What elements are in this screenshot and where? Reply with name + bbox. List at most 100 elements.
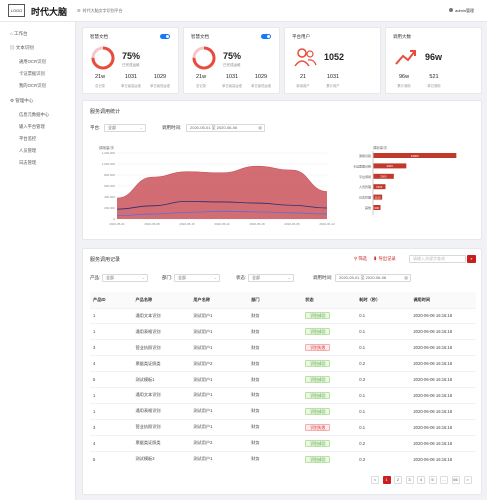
prev-page-button[interactable]: < — [371, 476, 379, 484]
table-row[interactable]: 4 票据类证照类 测试用户2 财务 识别成功 0.2 2020-06-06 16:16:16 — [90, 355, 476, 372]
sidebar-item-ocr[interactable]: ▤ 文本识别 — [10, 45, 34, 51]
table-cell: 2020-06-06 16:16:16 — [410, 434, 476, 452]
date-range-picker[interactable]: 2020-05-01 至 2020-06-06 ▦ — [186, 124, 265, 132]
sidebar-sub-users[interactable]: 人员管理 — [19, 148, 37, 153]
table-row[interactable]: 1 通用文本识别 测试用户1 财务 识别成功 0.1 2020-06-06 16:16:16 — [90, 307, 476, 324]
table-cell: 测试用户1 — [190, 402, 249, 420]
call-time-picker[interactable]: 2020-05-01 至 2020-06-06 ▦ — [335, 274, 411, 282]
panel-title: 服务调用统计 — [90, 109, 121, 115]
page-button[interactable]: 3 — [405, 476, 414, 484]
select-value: 全部 — [252, 275, 260, 280]
card-stat-value: 21w — [94, 74, 106, 81]
page-button[interactable]: 2 — [394, 476, 402, 484]
page-button[interactable]: 5 — [428, 476, 437, 484]
toggle-switch[interactable] — [160, 34, 170, 39]
table-cell: 识别失败 — [302, 418, 357, 436]
table-cell: 测试用户1 — [190, 323, 249, 340]
search-icon: ⌕ — [470, 256, 473, 261]
chevron-down-icon: ⌄ — [213, 275, 217, 280]
status-badge: 识别成功 — [305, 312, 331, 320]
table-cell: 测试用户1 — [190, 371, 249, 388]
table-row[interactable]: 3 营业执照识别 测试用户1 财务 识别失败 0.1 2020-06-06 16:16:16 — [90, 418, 476, 436]
toggle-switch[interactable] — [261, 34, 271, 39]
table-cell: 0.1 — [356, 418, 411, 436]
status-select[interactable]: 全部 ⌄ — [248, 274, 294, 282]
ring-chart-icon — [91, 46, 115, 70]
status-badge: 识别成功 — [305, 439, 331, 447]
table-cell: 1 — [90, 323, 133, 340]
next-page-button[interactable]: > — [463, 476, 472, 484]
sidebar-sub-card-ocr[interactable]: 卡证票据识别 — [19, 71, 45, 76]
platform-select[interactable]: 全部 ⌄ — [104, 124, 146, 132]
settings-icon: ⚙ — [10, 98, 16, 103]
table-row[interactable]: 1 通用表格识别 测试用户1 财务 识别成功 0.1 2020-06-06 16:16:16 — [90, 323, 476, 340]
status-badge: 识别失败 — [305, 344, 331, 352]
column-header: 产品ID — [90, 292, 133, 308]
table-row[interactable]: 5 测试模板1 测试用户1 财务 识别成功 0.3 2020-06-06 16:16:16 — [90, 371, 476, 388]
bar — [373, 163, 407, 169]
bar-value-label: 2500 — [380, 175, 387, 179]
table-cell: 2020-06-06 16:16:16 — [410, 418, 476, 436]
card-stat-value: 521 — [429, 74, 439, 81]
page-button[interactable]: 1 — [382, 476, 391, 484]
card-stat-value: 1031 — [326, 74, 340, 81]
card-stat-value: 1031 — [225, 74, 239, 81]
export-button[interactable]: ⬇ 导出记录 — [373, 256, 396, 262]
table-cell: 识别成功 — [302, 355, 357, 372]
product-label: 产品: — [90, 275, 101, 280]
search-input[interactable]: 请输入关键字查询 — [409, 255, 466, 263]
x-tick-label: 2020-06-12 — [319, 222, 335, 226]
user-menu[interactable]: admin管理 — [449, 8, 474, 14]
trend-up-icon — [395, 50, 416, 65]
table-row[interactable]: 4 票据类证照类 测试用户2 财务 识别成功 0.2 2020-06-06 16:16:16 — [90, 434, 476, 452]
chevron-down-icon: ⌄ — [141, 275, 145, 280]
table-row[interactable]: 3 营业执照识别 测试用户1 财务 识别失败 0.1 2020-06-06 16:16:16 — [90, 339, 476, 356]
table-row[interactable]: 1 通用文本识别 测试用户1 财务 识别成功 0.1 2020-06-06 16:16:16 — [90, 386, 476, 404]
sidebar-item-label: 工作台 — [13, 31, 28, 36]
page-button[interactable]: 66 — [451, 476, 460, 484]
column-header: 部门 — [248, 292, 303, 308]
filter-button[interactable]: ⚲ 筛选 — [354, 256, 367, 262]
department-select[interactable]: 全部 ⌄ — [174, 274, 220, 282]
menu-icon[interactable]: ☰ — [77, 8, 81, 13]
table-row[interactable]: 1 通用表格识别 测试用户1 财务 识别成功 0.1 2020-06-06 16:16:16 — [90, 402, 476, 420]
sidebar-sub-my-ocr[interactable]: 我的OCR识别 — [19, 83, 46, 88]
card-stat-value: 1031 — [124, 74, 138, 81]
product-select[interactable]: 全部 ⌄ — [102, 274, 148, 282]
top-bar: LOGO 时代大脑 ☰ 时代大脑文字识别平台 admin管理 — [0, 0, 487, 22]
sidebar: ⌂ 工作台 ▤ 文本识别 通用OCR识别 卡证票据识别 我的OCR识别 ⚙ 管理… — [0, 22, 76, 500]
stat-card-calls: 调用大数 96w 96w 521 累计调用 单日调用 — [385, 27, 482, 94]
page-button[interactable]: 4 — [417, 476, 425, 484]
records-table: 产品ID 产品名称 用户名称 部门 状态 耗时（秒） 调用时间 1 通用文本识别 测试用户1 财务… — [90, 292, 476, 467]
table-cell: 识别成功 — [302, 307, 357, 324]
status-label: 状态: — [236, 275, 247, 280]
table-cell: 测试用户1 — [190, 450, 249, 467]
status-badge: 识别成功 — [305, 391, 331, 399]
sidebar-item-workbench[interactable]: ⌂ 工作台 — [10, 31, 27, 37]
sidebar-sub-monitor[interactable]: 平台监控 — [19, 136, 37, 141]
y-unit-label: 调用量/次 — [373, 145, 388, 150]
sidebar-sub-logs[interactable]: 日志管理 — [19, 160, 37, 165]
page-button[interactable]: … — [440, 476, 448, 484]
table-row[interactable]: 5 测试模板2 测试用户1 财务 识别成功 0.3 2020-06-06 16:16:16 — [90, 450, 476, 467]
x-tick-label: 2020-05-15 — [179, 222, 195, 226]
card-stat-value: 1029 — [153, 74, 167, 81]
table-cell: 2020-06-06 16:16:16 — [410, 307, 476, 324]
table-cell: 5 — [90, 371, 133, 388]
search-button[interactable]: ⌕ — [467, 255, 476, 263]
column-header: 调用时间 — [410, 292, 476, 308]
series-line — [116, 200, 328, 210]
ring-chart-icon — [192, 46, 216, 70]
table-cell: 识别失败 — [302, 339, 357, 356]
table-cell: 测试模板2 — [132, 450, 191, 467]
table-cell: 3 — [90, 418, 133, 436]
chevron-down-icon: ⌄ — [139, 125, 143, 130]
status-badge: 识别成功 — [305, 455, 331, 463]
sidebar-sub-general-ocr[interactable]: 通用OCR识别 — [19, 59, 46, 64]
records-panel: 服务调用记录 ⚲ 筛选 ⬇ 导出记录 请输入关键字查询 ⌕ 产品: 全部 ⌄ 部门… — [82, 248, 482, 495]
sidebar-item-admin[interactable]: ⚙ 管理中心 — [10, 98, 33, 104]
sidebar-sub-metadata[interactable]: 信息元数据中心 — [19, 112, 50, 117]
sidebar-sub-platform[interactable]: 输入平台管理 — [19, 124, 45, 129]
status-badge: 识别失败 — [305, 423, 331, 431]
